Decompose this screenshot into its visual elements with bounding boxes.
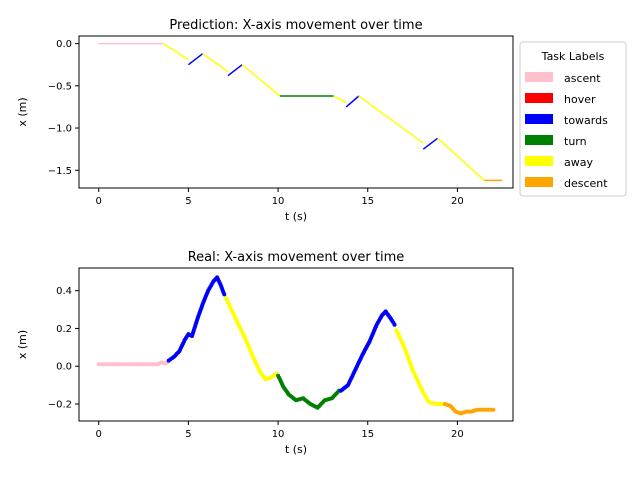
x-tick-label: 10 [272, 429, 285, 440]
series-line-away [437, 137, 485, 181]
series-line-towards [345, 95, 360, 108]
y-axis-label: x (m) [16, 97, 29, 126]
legend-label-hover: hover [564, 93, 596, 106]
series-line-away [241, 64, 281, 97]
y-tick-label: 0.0 [56, 362, 72, 373]
y-tick-label: −0.5 [48, 81, 72, 92]
axes-frame [78, 267, 514, 422]
x-tick-label: 15 [361, 429, 374, 440]
legend-title: Task Labels [541, 50, 605, 63]
legend-swatch-turn [525, 135, 553, 145]
series-line-towards [422, 137, 439, 150]
legend-label-towards: towards [564, 114, 608, 127]
x-tick-label: 20 [451, 429, 464, 440]
x-tick-label: 5 [185, 196, 191, 207]
series-line-towards [227, 64, 243, 77]
y-tick-label: 0.4 [56, 286, 72, 297]
series-line-away [358, 95, 424, 144]
x-tick-label: 15 [361, 196, 374, 207]
legend-swatch-descent [525, 177, 553, 187]
series-line-away [162, 42, 189, 61]
legend-swatch-ascent [525, 72, 553, 82]
legend-swatch-away [525, 156, 553, 166]
series-line-away [333, 95, 347, 104]
data-point-towards [392, 322, 397, 327]
legend-label-descent: descent [564, 177, 608, 190]
legend-label-turn: turn [564, 135, 587, 148]
legend-label-away: away [564, 156, 593, 169]
y-tick-label: 0.0 [56, 39, 72, 50]
x-tick-label: 0 [96, 196, 102, 207]
axes-frame [78, 35, 514, 189]
plot-area [98, 42, 503, 182]
chart-panel-2: Real: X-axis movement over time 0 5 10 15 20 0… [16, 250, 514, 456]
plot-area [96, 275, 496, 416]
data-point-towards [222, 292, 227, 297]
x-axis-label: t (s) [285, 210, 307, 223]
legend: Task Labels ascent hover towards turn away des… [519, 41, 627, 197]
y-tick-label: 0.2 [56, 324, 72, 335]
series-line-away [202, 53, 229, 73]
legend-label-ascent: ascent [564, 72, 601, 85]
x-tick-label: 5 [185, 429, 191, 440]
chart-panel-1: Prediction: X-axis movement over time 0 5 1… [16, 18, 627, 223]
y-tick-label: −0.2 [48, 400, 72, 411]
chart-title: Prediction: X-axis movement over time [169, 18, 422, 33]
chart-title: Real: X-axis movement over time [188, 250, 405, 265]
series-line-towards [187, 53, 204, 66]
legend-swatch-hover [525, 93, 553, 103]
x-tick-label: 20 [451, 196, 464, 207]
y-tick-label: −1.5 [48, 166, 72, 177]
y-axis-label: x (m) [16, 330, 29, 359]
x-tick-label: 0 [96, 429, 102, 440]
x-axis-label: t (s) [285, 443, 307, 456]
x-tick-label: 10 [272, 196, 285, 207]
y-tick-label: −1.0 [48, 124, 72, 135]
data-point-descent [491, 407, 496, 412]
legend-swatch-towards [525, 114, 553, 124]
